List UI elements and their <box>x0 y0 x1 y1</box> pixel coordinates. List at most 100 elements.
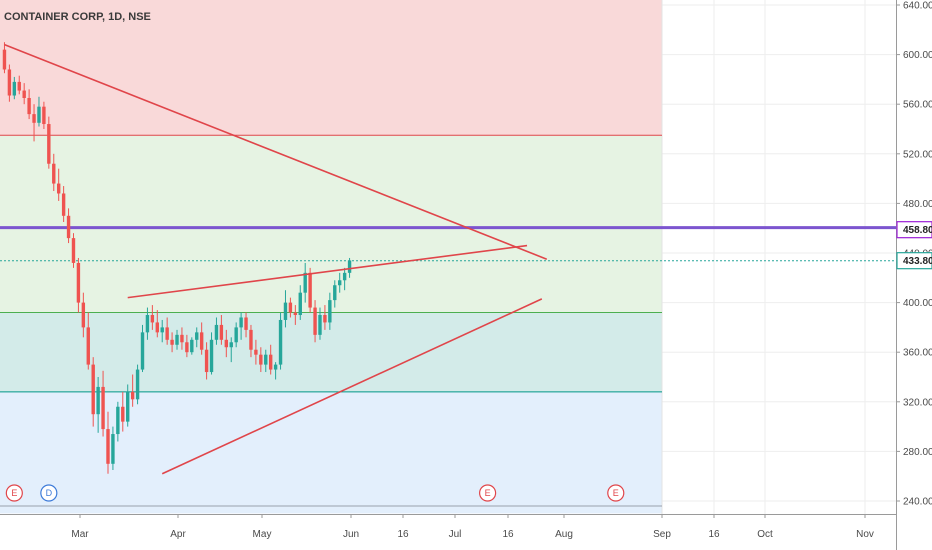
candle-body-25 <box>126 391 130 422</box>
candle-body-20 <box>101 386 105 430</box>
candle-body-51 <box>254 349 258 355</box>
grid-lines <box>661 0 896 514</box>
price-tags: 458.80 433.80 <box>896 221 932 270</box>
candle-body-3 <box>17 81 21 91</box>
candle-body-56 <box>278 319 283 365</box>
event-marker-1 <box>40 484 58 502</box>
candle-body-21 <box>106 429 110 464</box>
candle-body-28 <box>140 332 145 370</box>
x-tick-label-0: Mar <box>71 529 89 540</box>
candle-body-68 <box>338 280 342 286</box>
candle-body-17 <box>86 327 90 365</box>
candle-body-55 <box>273 364 278 370</box>
trendline-0 <box>4 43 548 260</box>
candle-body-53 <box>264 354 268 365</box>
candle-body-34 <box>170 339 174 345</box>
candle-body-10 <box>52 163 56 184</box>
y-tick-label-10: 240.00 <box>903 497 932 508</box>
candle-body-0 <box>2 49 7 70</box>
candle-body-31 <box>155 322 159 333</box>
candle-body-70 <box>347 260 352 273</box>
candle-body-35 <box>175 334 179 345</box>
candle-body-9 <box>47 124 51 164</box>
candle-body-13 <box>66 215 71 239</box>
candle-body-42 <box>209 339 214 373</box>
x-tick-label-11: Nov <box>856 529 874 540</box>
candle-body-16 <box>81 302 86 328</box>
event-label-2: E <box>485 488 491 498</box>
x-tick-label-3: Jun <box>343 529 359 540</box>
horizontal-levels <box>0 134 896 507</box>
candle-body-24 <box>121 406 125 422</box>
candle-body-1 <box>7 69 12 96</box>
candle-body-5 <box>27 98 31 115</box>
y-tick-label-3: 520.00 <box>903 149 932 160</box>
zone-2 <box>0 312 662 392</box>
price-tag-box-1 <box>896 252 932 270</box>
chart-title: CONTAINER CORP, 1D, NSE <box>4 11 151 23</box>
price-zones <box>0 0 662 514</box>
trendlines <box>4 43 548 475</box>
x-tick-label-8: Sep <box>653 529 671 540</box>
candle-body-48 <box>239 317 243 328</box>
x-tick-label-1: Apr <box>170 529 186 540</box>
candle-body-40 <box>199 332 204 350</box>
candle-body-47 <box>234 327 238 343</box>
candles <box>2 42 352 474</box>
x-tick-label-7: Aug <box>555 529 573 540</box>
candle-body-65 <box>323 315 327 323</box>
candle-body-27 <box>135 369 140 400</box>
candle-body-36 <box>180 334 184 343</box>
candle-body-33 <box>165 327 169 340</box>
candle-body-32 <box>160 327 164 333</box>
candle-body-49 <box>244 317 248 330</box>
candle-body-58 <box>288 302 293 313</box>
price-tag-label-1: 433.80 <box>903 256 932 267</box>
event-marker-3 <box>607 484 625 502</box>
y-tick-label-2: 560.00 <box>903 100 932 111</box>
candle-body-43 <box>214 324 219 340</box>
x-tick-label-2: May <box>253 529 272 540</box>
price-tag-label-0: 458.80 <box>903 225 932 236</box>
candle-body-61 <box>303 272 307 293</box>
price-scale-bg <box>896 0 932 550</box>
y-tick-label-1: 600.00 <box>903 50 932 61</box>
time-scale-bg <box>0 514 896 550</box>
candle-body-18 <box>91 364 95 415</box>
trendline-1 <box>127 244 528 299</box>
zone-1 <box>0 135 662 313</box>
event-label-1: D <box>46 488 53 498</box>
candle-body-62 <box>308 272 312 308</box>
candle-body-66 <box>328 300 332 323</box>
x-tick-label-10: Oct <box>757 529 773 540</box>
candle-body-4 <box>22 90 26 98</box>
candle-body-6 <box>32 114 36 123</box>
candle-body-44 <box>219 324 224 340</box>
y-tick-label-6: 400.00 <box>903 298 932 309</box>
y-tick-label-7: 360.00 <box>903 348 932 359</box>
candle-body-29 <box>145 315 150 333</box>
candle-body-11 <box>56 183 61 194</box>
event-label-3: E <box>613 488 619 498</box>
y-tick-label-8: 320.00 <box>903 397 932 408</box>
x-tick-label-4: 16 <box>397 529 409 540</box>
candle-body-59 <box>293 312 298 315</box>
event-label-0: E <box>11 488 17 498</box>
candle-body-14 <box>71 238 76 263</box>
event-marker-0 <box>5 484 23 502</box>
candle-body-63 <box>313 307 317 335</box>
candle-body-50 <box>249 329 253 350</box>
candle-body-52 <box>259 354 263 365</box>
candle-body-37 <box>185 342 189 353</box>
x-tick-label-9: 16 <box>708 529 720 540</box>
zone-0 <box>0 0 662 136</box>
candle-body-57 <box>283 302 288 320</box>
candle-body-2 <box>12 81 17 96</box>
candle-body-39 <box>195 332 199 340</box>
candle-body-54 <box>268 354 273 370</box>
candle-body-8 <box>42 106 46 125</box>
candle-body-22 <box>111 434 115 464</box>
